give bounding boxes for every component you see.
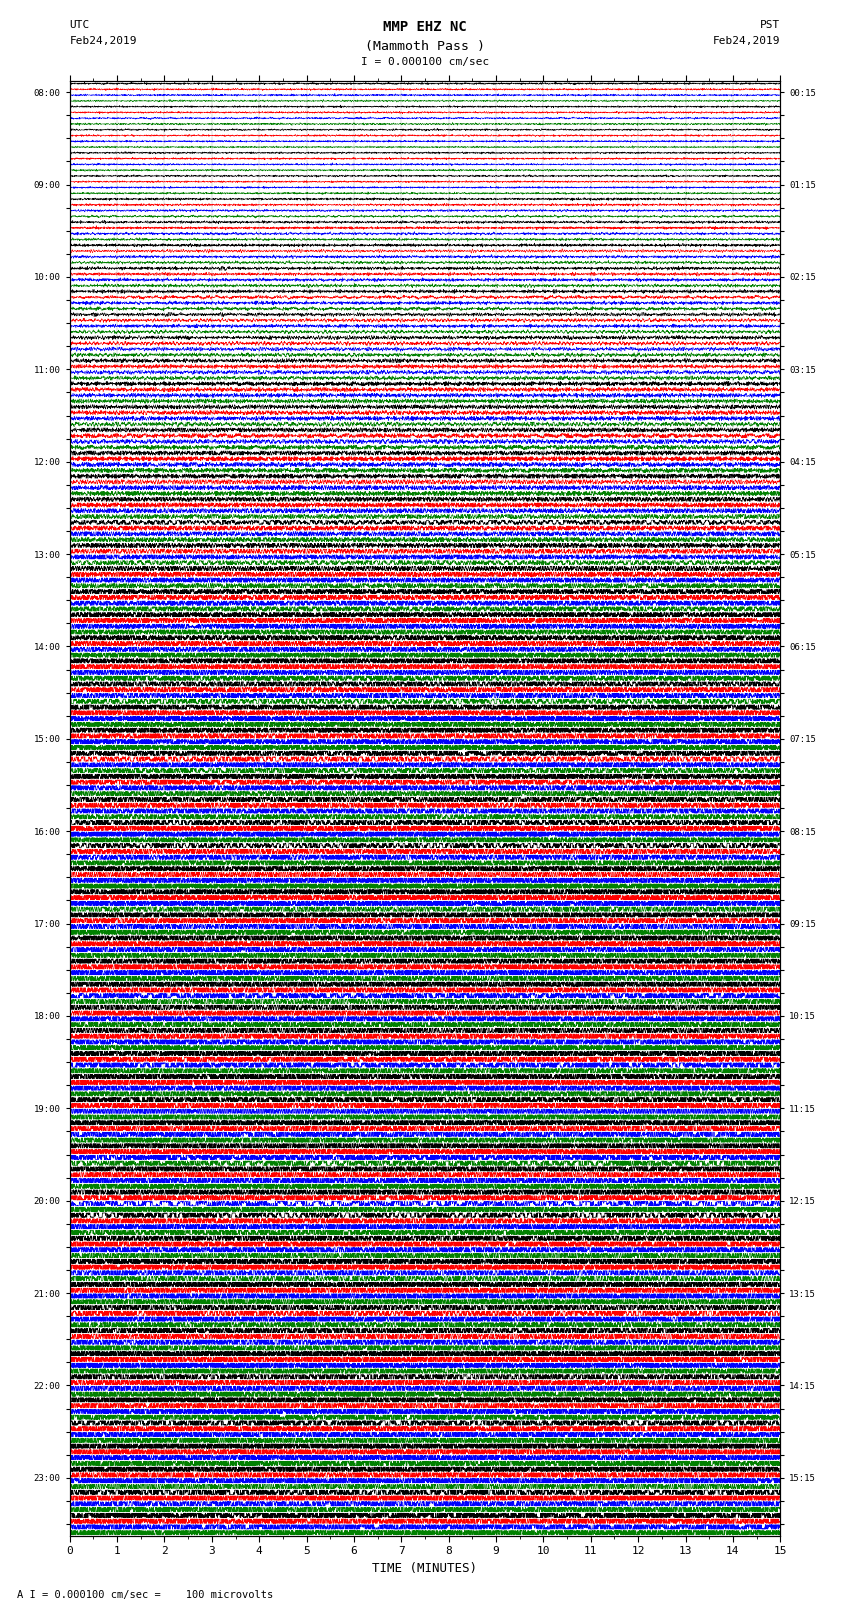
Text: Feb24,2019: Feb24,2019 [70, 37, 137, 47]
Text: (Mammoth Pass ): (Mammoth Pass ) [365, 39, 485, 53]
Text: I = 0.000100 cm/sec: I = 0.000100 cm/sec [361, 58, 489, 68]
Text: PST: PST [760, 19, 780, 31]
Text: A I = 0.000100 cm/sec =    100 microvolts: A I = 0.000100 cm/sec = 100 microvolts [17, 1590, 273, 1600]
Text: MMP EHZ NC: MMP EHZ NC [383, 19, 467, 34]
Text: UTC: UTC [70, 19, 90, 31]
Text: Feb24,2019: Feb24,2019 [713, 37, 780, 47]
X-axis label: TIME (MINUTES): TIME (MINUTES) [372, 1561, 478, 1574]
